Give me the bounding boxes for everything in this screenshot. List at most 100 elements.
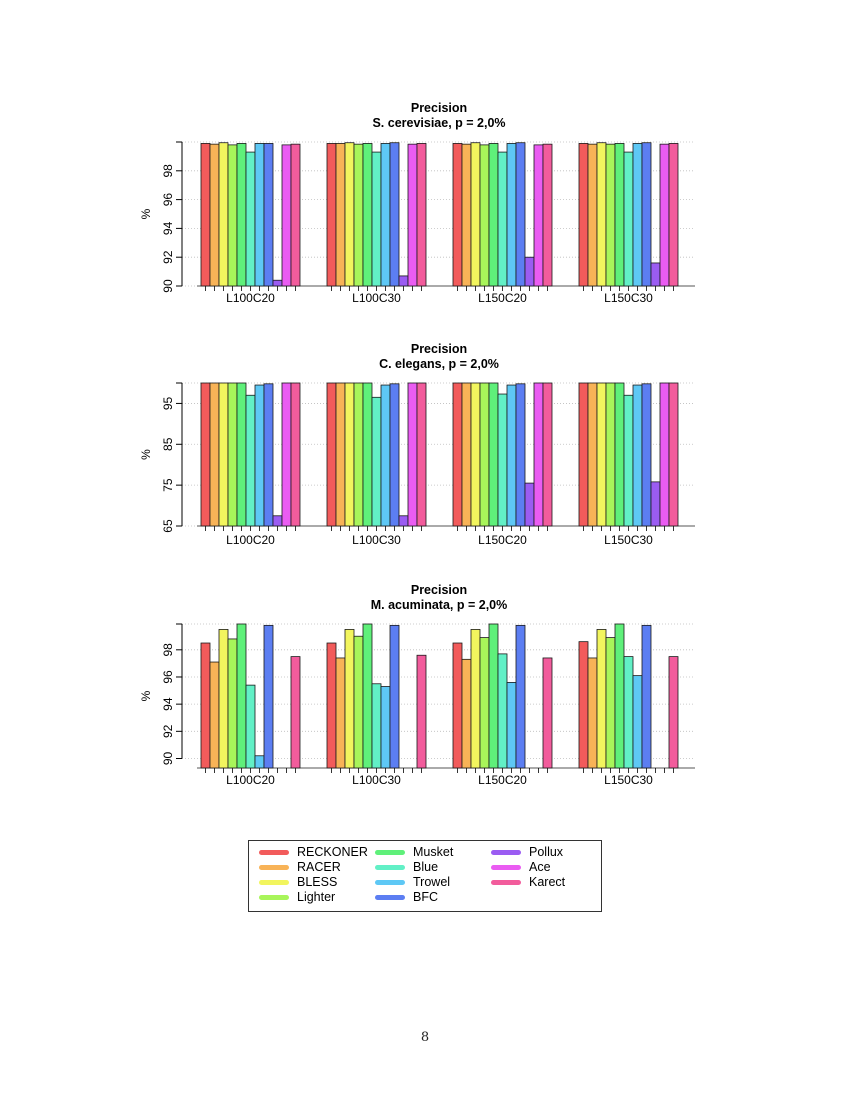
y-tick-label: 98 <box>161 164 175 178</box>
bar-lighter <box>479 144 490 287</box>
y-tick-label: 85 <box>161 437 175 451</box>
bar-racer <box>335 382 346 527</box>
bar-trowel <box>506 682 517 769</box>
bar-lighter <box>353 382 364 527</box>
bar-reckoner <box>200 143 211 287</box>
legend-swatch <box>259 850 289 856</box>
bar-racer <box>461 382 472 527</box>
bar-ace <box>281 144 292 287</box>
bar-pollux <box>650 481 661 527</box>
bar-ace <box>281 382 292 527</box>
y-tick-label: 90 <box>161 751 175 765</box>
bar-musket <box>488 623 499 769</box>
bar-pollux <box>650 262 661 287</box>
bar-bless <box>218 382 229 527</box>
bar-blue <box>497 653 508 769</box>
bar-lighter <box>227 144 238 287</box>
bar-racer <box>461 143 472 287</box>
bar-karect <box>416 143 427 287</box>
legend-label: BLESS <box>297 875 338 889</box>
bar-blue <box>245 394 256 527</box>
bar-bfc <box>389 624 400 769</box>
legend-item: Musket <box>367 845 453 859</box>
y-axis-label: % <box>139 449 153 460</box>
x-category-label: L100C20 <box>226 773 275 787</box>
bar-trowel <box>254 384 265 527</box>
y-tick-label: 94 <box>161 697 175 711</box>
bar-lighter <box>479 382 490 527</box>
y-axis-label: % <box>139 690 153 701</box>
bar-bless <box>344 382 355 527</box>
bar-racer <box>209 143 220 287</box>
legend-swatch <box>375 895 405 901</box>
bar-musket <box>236 143 247 287</box>
bar-karect <box>290 656 301 769</box>
bar-lighter <box>605 637 616 769</box>
bar-trowel <box>632 143 643 287</box>
bar-karect <box>668 656 679 769</box>
bar-trowel <box>380 384 391 527</box>
bar-karect <box>290 382 301 527</box>
bar-pollux <box>524 256 535 287</box>
legend-label: Blue <box>413 860 439 874</box>
bar-reckoner <box>326 143 337 287</box>
bar-karect <box>290 143 301 287</box>
bar-lighter <box>479 637 490 769</box>
bar-bless <box>218 629 229 769</box>
bar-musket <box>614 143 625 287</box>
bar-reckoner <box>452 382 463 527</box>
bar-reckoner <box>326 382 337 527</box>
bar-ace <box>659 382 670 527</box>
x-category-label: L100C30 <box>352 291 401 305</box>
legend-label: RACER <box>297 860 341 874</box>
bar-racer <box>587 382 598 527</box>
bar-ace <box>407 382 418 527</box>
bar-musket <box>236 623 247 769</box>
x-category-label: L100C20 <box>226 291 275 305</box>
legend-item: Lighter <box>251 890 335 904</box>
bar-reckoner <box>200 642 211 769</box>
bar-racer <box>587 143 598 287</box>
y-tick-label: 94 <box>161 221 175 235</box>
legend-item: RECKONER <box>251 845 368 859</box>
bar-trowel <box>632 384 643 527</box>
bar-karect <box>416 654 427 769</box>
legend-label: Musket <box>413 845 454 859</box>
legend-label: Karect <box>529 875 566 889</box>
legend-item: Karect <box>483 875 565 889</box>
bar-lighter <box>605 382 616 527</box>
bar-ace <box>659 143 670 287</box>
legend-swatch <box>375 880 405 886</box>
bar-trowel <box>506 143 517 287</box>
bar-bfc <box>389 383 400 527</box>
legend-label: Lighter <box>297 890 336 904</box>
bar-reckoner <box>578 143 589 287</box>
bar-karect <box>668 143 679 287</box>
legend-label: Trowel <box>413 875 451 889</box>
bar-reckoner <box>200 382 211 527</box>
bar-blue <box>623 151 634 287</box>
bar-blue <box>371 151 382 287</box>
bar-bless <box>470 142 481 287</box>
x-category-label: L100C30 <box>352 773 401 787</box>
bar-bfc <box>263 143 274 287</box>
bar-karect <box>668 382 679 527</box>
bar-bfc <box>515 624 526 769</box>
legend-swatch <box>259 865 289 871</box>
legend-item: BFC <box>367 890 438 904</box>
legend-item: Pollux <box>483 845 563 859</box>
x-category-label: L100C30 <box>352 533 401 547</box>
bar-bfc <box>641 624 652 769</box>
bar-racer <box>209 382 220 527</box>
bar-ace <box>407 143 418 287</box>
bar-lighter <box>227 638 238 769</box>
bar-bfc <box>263 624 274 769</box>
legend-item: Blue <box>367 860 438 874</box>
bar-trowel <box>380 143 391 287</box>
x-category-label: L150C20 <box>478 773 527 787</box>
bar-musket <box>362 623 373 769</box>
bar-bfc <box>515 383 526 527</box>
y-tick-label: 96 <box>161 193 175 207</box>
